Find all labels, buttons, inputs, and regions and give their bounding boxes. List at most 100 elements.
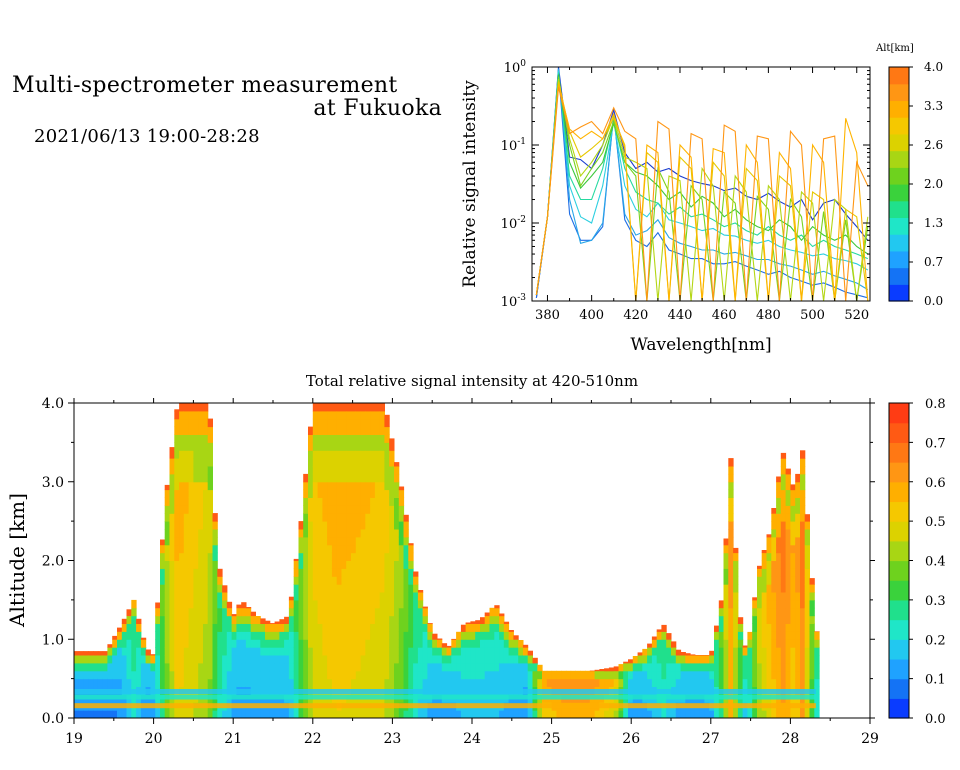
heatmap-cell <box>704 710 710 718</box>
heatmap-cell <box>398 521 405 530</box>
heatmap-cell <box>728 481 734 491</box>
heatmap-cell <box>308 481 314 491</box>
heatmap-cell <box>312 576 319 585</box>
heatmap-cell <box>274 623 280 632</box>
heatmap-cell <box>761 599 767 609</box>
heatmap-cell <box>174 655 180 664</box>
heatmap-cell <box>179 529 185 538</box>
heatmap-cell <box>589 710 596 718</box>
heatmap-cell <box>131 623 137 632</box>
heatmap-cell <box>298 576 304 585</box>
heatmap-cell <box>618 710 624 718</box>
heatmap-cell <box>460 655 467 664</box>
heatmap-cell <box>231 678 237 687</box>
heatmap-cell <box>795 655 801 664</box>
heatmap-cell <box>241 655 247 664</box>
spectrum-chart: 380 400 420 440 460 480 500 52010-310-210-1100W… <box>460 43 943 355</box>
heatmap-cell <box>288 599 295 609</box>
heatmap-cell <box>374 584 381 593</box>
heatmap-cell <box>709 662 715 672</box>
heatmap-cell <box>112 670 118 680</box>
heatmap-cell <box>370 599 376 609</box>
heatmap-cell <box>360 584 366 593</box>
heatmap-cell <box>331 442 338 451</box>
heatmap-cell <box>360 450 366 459</box>
spectrum-series-line-5 <box>535 74 869 295</box>
heatmap-cell <box>336 710 342 718</box>
heatmap-cell <box>293 599 299 609</box>
heatmap-cell <box>623 662 629 672</box>
heatmap-cell <box>398 584 405 593</box>
heatmap-cell <box>776 623 782 632</box>
heatmap-cell <box>212 662 218 672</box>
heatmap-cell <box>370 513 376 522</box>
heatmap-colorbar-swatch <box>889 639 909 660</box>
heatmap-cell <box>427 639 433 648</box>
heatmap-cell <box>365 607 371 617</box>
heatmap-cell <box>394 462 400 467</box>
heatmap-cell <box>136 655 142 664</box>
heatmap-cell <box>169 544 175 554</box>
heatmap-cell <box>365 481 371 491</box>
heatmap-cell <box>733 710 739 718</box>
heatmap-cell <box>513 662 519 672</box>
heatmap-cell <box>346 521 352 530</box>
heatmap-cell <box>331 678 338 687</box>
heatmap-cell <box>632 670 639 680</box>
heatmap-cell <box>800 623 806 632</box>
heatmap-cell <box>327 434 333 443</box>
heatmap-cell <box>489 615 495 624</box>
heatmap-cell <box>226 655 233 664</box>
heatmap-cell <box>303 592 309 601</box>
heatmap-cell <box>288 670 295 680</box>
heatmap-cell <box>389 544 395 554</box>
heatmap-cell <box>370 403 376 412</box>
heatmap-cell <box>298 536 304 546</box>
heatmap-cell <box>489 631 495 640</box>
heatmap-cell <box>327 505 333 514</box>
heatmap-cell <box>456 655 462 664</box>
heatmap-cell <box>83 678 89 687</box>
heatmap-cell <box>785 513 791 522</box>
heatmap-cell <box>174 544 180 554</box>
heatmap-cell <box>284 623 290 632</box>
heatmap-cell <box>74 670 80 680</box>
heatmap-cell <box>394 576 400 585</box>
heatmap-cell <box>522 662 529 672</box>
heatmap-cell <box>417 662 424 672</box>
heatmap-cell <box>389 655 395 664</box>
heatmap-cell <box>207 426 213 435</box>
heatmap-cell <box>360 466 366 475</box>
heatmap-cell <box>179 505 185 514</box>
heatmap-cell <box>188 450 194 459</box>
heatmap-cell <box>169 521 175 530</box>
heatmap-cell <box>456 631 462 640</box>
heatmap-cell <box>800 536 806 546</box>
heatmap-cell <box>327 592 333 601</box>
heatmap-cell <box>757 576 763 585</box>
heatmap-cell <box>379 403 385 412</box>
heatmap-cell <box>346 631 352 640</box>
heatmap-cell <box>365 631 371 640</box>
heatmap-cell <box>546 670 553 680</box>
heatmap-cell <box>198 544 204 554</box>
heatmap-cell <box>193 607 199 617</box>
heatmap-cell <box>140 662 147 672</box>
heatmap-cell <box>580 670 586 680</box>
heatmap-cell <box>814 662 820 672</box>
heatmap-cell <box>728 521 734 530</box>
heatmap-cell <box>322 647 328 656</box>
heatmap-cell <box>656 647 662 656</box>
heatmap-cell <box>384 560 390 569</box>
heatmap-cell <box>183 536 190 546</box>
heatmap-cell <box>379 473 385 483</box>
heatmap-cell <box>661 710 667 718</box>
heatmap-cell <box>183 497 190 506</box>
heatmap-cell <box>795 521 801 530</box>
heatmap-cell <box>140 639 147 648</box>
heatmap-cell <box>489 670 495 680</box>
heatmap-cell <box>480 662 486 672</box>
heatmap-cell <box>250 710 256 718</box>
heatmap-cell <box>761 615 767 624</box>
heatmap-cell <box>336 466 342 475</box>
